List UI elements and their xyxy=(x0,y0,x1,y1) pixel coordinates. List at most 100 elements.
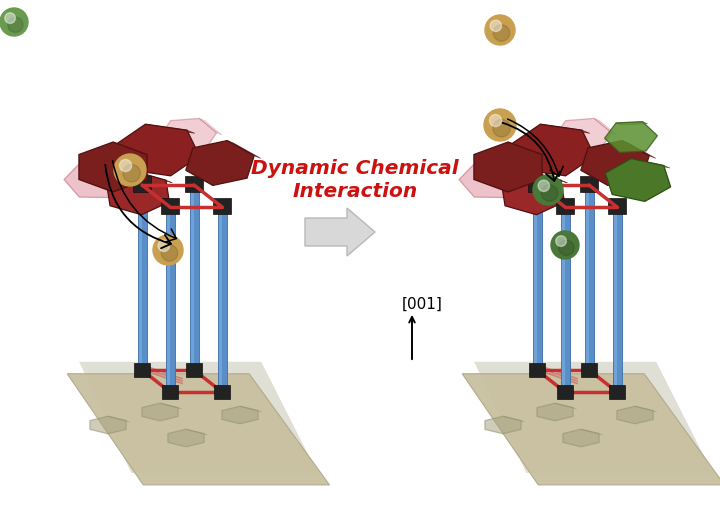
Circle shape xyxy=(493,25,510,41)
Polygon shape xyxy=(462,374,720,485)
Circle shape xyxy=(5,13,15,23)
Polygon shape xyxy=(459,163,523,198)
Circle shape xyxy=(8,17,23,32)
Polygon shape xyxy=(605,122,657,152)
Bar xyxy=(562,207,565,392)
Circle shape xyxy=(490,20,502,31)
Bar xyxy=(133,176,151,192)
Circle shape xyxy=(123,164,140,182)
Bar xyxy=(213,198,231,214)
Polygon shape xyxy=(240,406,261,412)
Bar xyxy=(534,185,537,370)
Bar xyxy=(529,363,545,377)
FancyArrowPatch shape xyxy=(508,119,563,176)
Polygon shape xyxy=(142,403,178,421)
Circle shape xyxy=(533,175,563,205)
Bar xyxy=(138,185,147,370)
Circle shape xyxy=(0,8,28,36)
Bar xyxy=(608,198,626,214)
Bar xyxy=(609,385,625,399)
Bar xyxy=(162,385,178,399)
Polygon shape xyxy=(541,124,590,133)
Circle shape xyxy=(538,180,549,191)
Polygon shape xyxy=(508,142,549,157)
Polygon shape xyxy=(159,118,217,152)
Polygon shape xyxy=(555,403,577,409)
Polygon shape xyxy=(199,118,222,135)
Polygon shape xyxy=(581,429,603,435)
Polygon shape xyxy=(474,142,542,192)
Bar xyxy=(134,363,150,377)
Bar xyxy=(533,185,542,370)
Bar xyxy=(219,207,222,392)
Bar xyxy=(528,176,546,192)
FancyArrowPatch shape xyxy=(503,123,559,181)
Polygon shape xyxy=(168,429,204,447)
Polygon shape xyxy=(64,163,128,198)
Polygon shape xyxy=(113,142,154,157)
Polygon shape xyxy=(635,406,657,412)
Bar xyxy=(557,385,573,399)
Bar xyxy=(185,176,203,192)
Polygon shape xyxy=(530,171,567,183)
Bar xyxy=(586,185,589,370)
Circle shape xyxy=(556,236,567,246)
Circle shape xyxy=(490,114,502,127)
Polygon shape xyxy=(537,403,573,421)
Circle shape xyxy=(485,15,515,45)
Bar xyxy=(614,207,617,392)
Bar xyxy=(556,198,574,214)
Polygon shape xyxy=(160,403,181,409)
Circle shape xyxy=(492,119,510,137)
Bar xyxy=(585,185,594,370)
Polygon shape xyxy=(108,416,130,422)
Polygon shape xyxy=(511,124,595,176)
Polygon shape xyxy=(186,140,254,186)
Polygon shape xyxy=(79,362,318,473)
Polygon shape xyxy=(606,158,670,201)
Polygon shape xyxy=(503,416,524,422)
Polygon shape xyxy=(79,142,147,192)
Bar xyxy=(167,207,170,392)
Circle shape xyxy=(161,245,178,261)
Bar xyxy=(561,207,570,392)
Text: [001]: [001] xyxy=(402,297,443,312)
Circle shape xyxy=(541,185,558,201)
Polygon shape xyxy=(145,124,195,133)
Polygon shape xyxy=(476,163,513,165)
Polygon shape xyxy=(616,122,647,125)
Bar xyxy=(186,363,202,377)
Polygon shape xyxy=(594,118,617,135)
Polygon shape xyxy=(563,429,599,447)
Polygon shape xyxy=(117,124,199,176)
Circle shape xyxy=(551,231,579,259)
Bar xyxy=(581,363,597,377)
Polygon shape xyxy=(90,416,126,434)
Polygon shape xyxy=(186,429,207,435)
Bar xyxy=(580,176,598,192)
FancyArrowPatch shape xyxy=(112,161,176,242)
Polygon shape xyxy=(135,171,172,183)
Polygon shape xyxy=(622,140,656,158)
Polygon shape xyxy=(474,362,713,473)
Polygon shape xyxy=(581,140,649,186)
Polygon shape xyxy=(502,171,564,215)
Bar xyxy=(214,385,230,399)
Polygon shape xyxy=(554,118,611,152)
Bar xyxy=(166,207,175,392)
Polygon shape xyxy=(485,416,521,434)
Bar xyxy=(161,198,179,214)
Text: Dynamic Chemical
Interaction: Dynamic Chemical Interaction xyxy=(251,159,459,201)
Circle shape xyxy=(484,109,516,141)
FancyArrow shape xyxy=(305,208,375,256)
Circle shape xyxy=(153,235,183,265)
Circle shape xyxy=(120,160,132,172)
Polygon shape xyxy=(107,171,169,215)
Polygon shape xyxy=(617,406,653,424)
Circle shape xyxy=(158,240,169,252)
Polygon shape xyxy=(631,158,670,168)
Polygon shape xyxy=(81,163,119,165)
Bar xyxy=(191,185,194,370)
Polygon shape xyxy=(222,406,258,424)
Bar xyxy=(190,185,199,370)
